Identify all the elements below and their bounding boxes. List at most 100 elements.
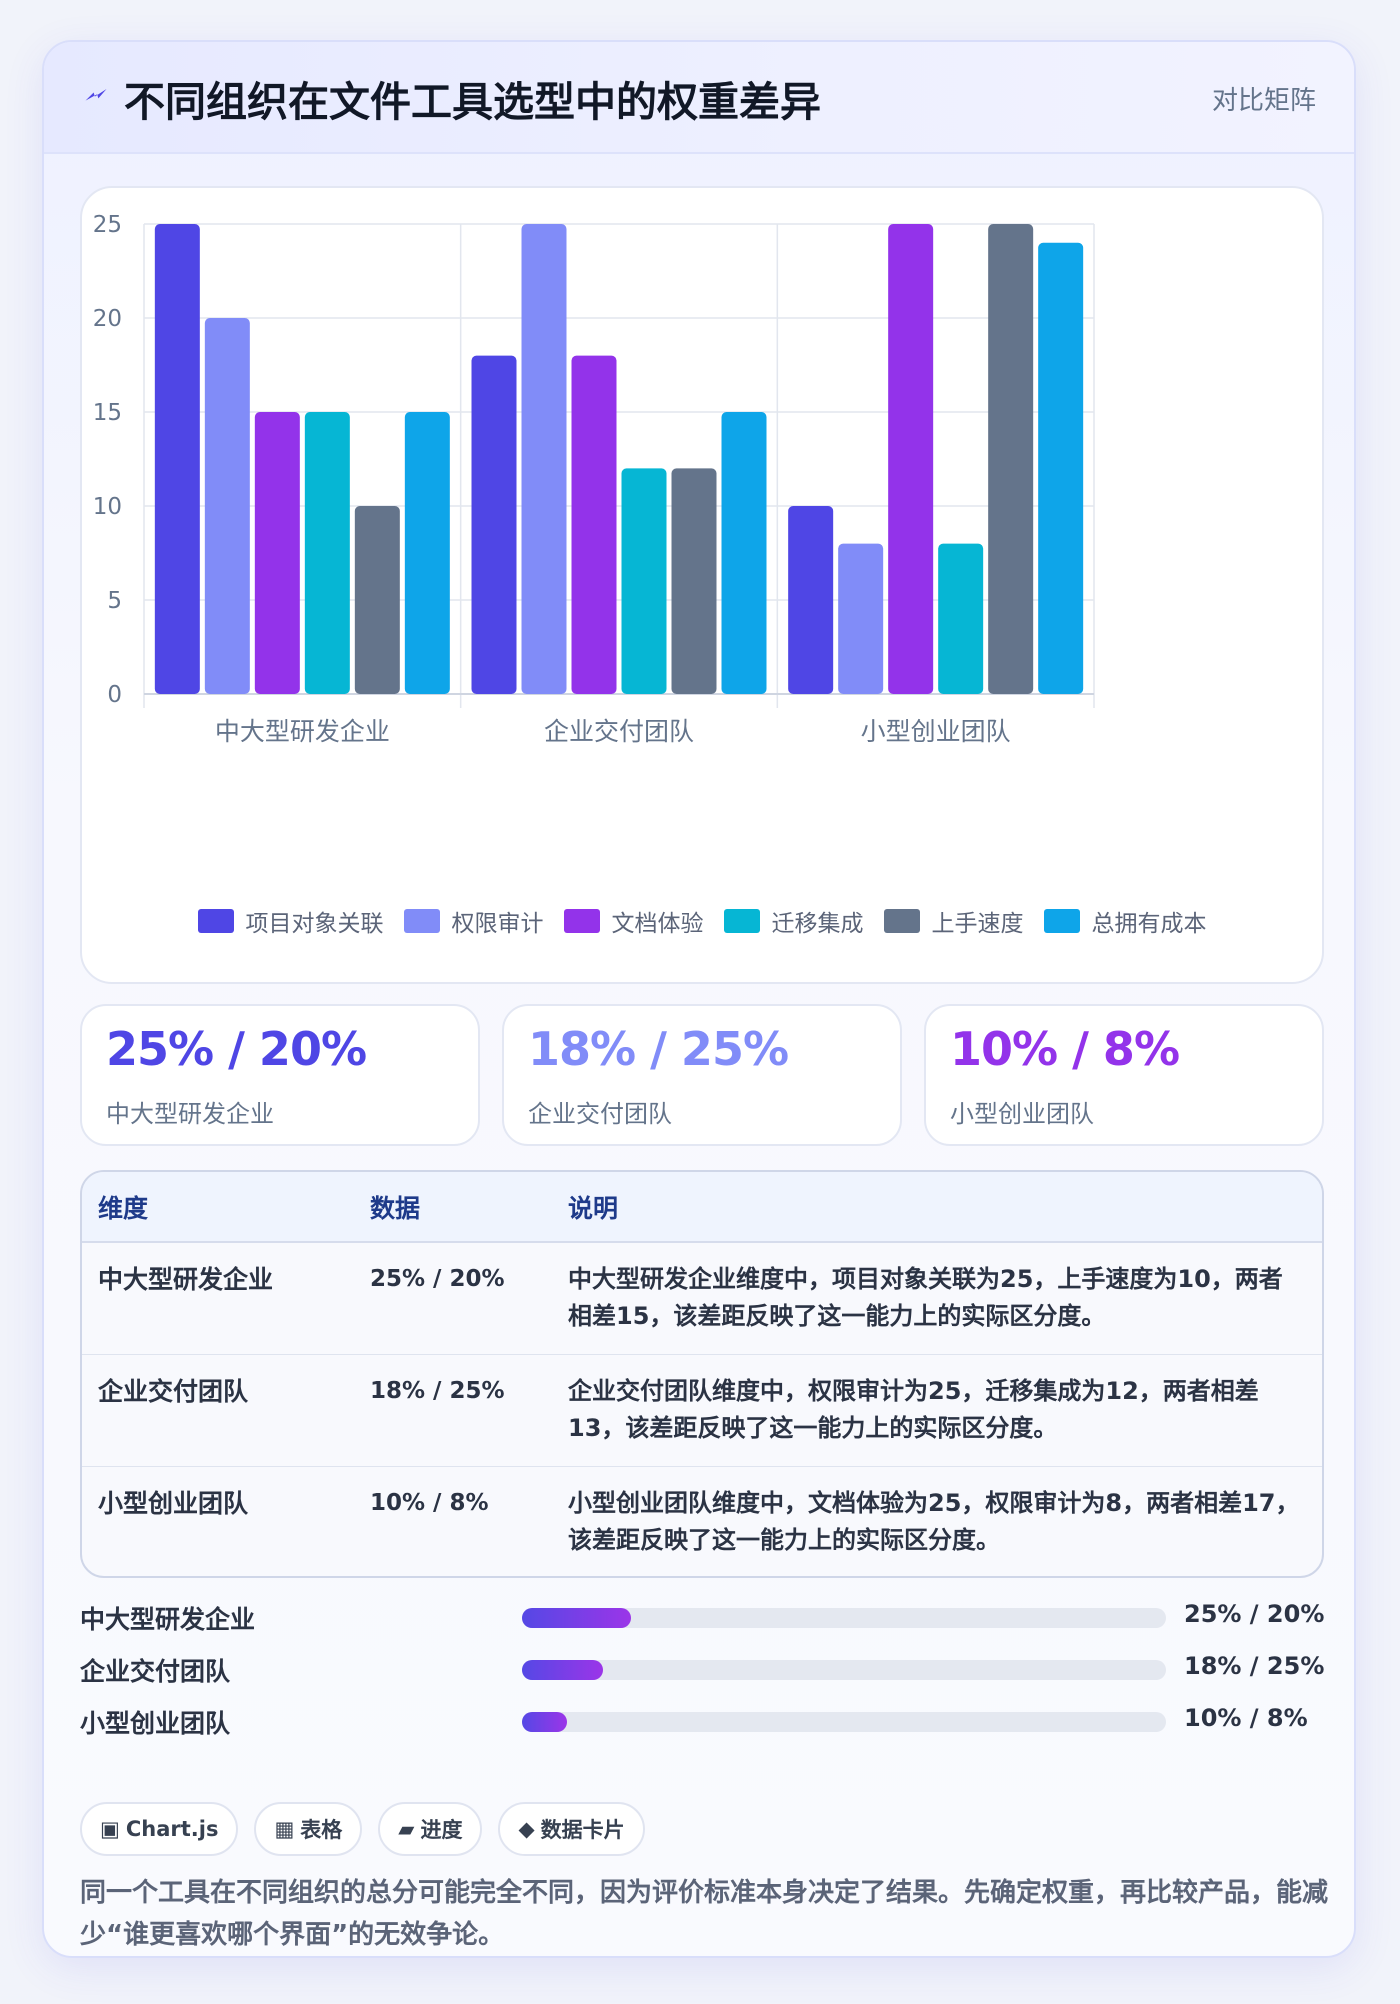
- stat-card-large-rd: 25% / 20% 中大型研发企业: [80, 1004, 480, 1146]
- stat-label: 中大型研发企业: [106, 1100, 274, 1128]
- y-tick-label: 0: [107, 682, 122, 708]
- bar: [888, 224, 934, 694]
- bar: [471, 355, 517, 694]
- bar: [988, 224, 1034, 694]
- bar: [721, 412, 767, 694]
- bar: [354, 506, 400, 694]
- chip-data-card[interactable]: ◆ 数据卡片: [498, 1802, 645, 1856]
- progress-label: 中大型研发企业: [80, 1605, 256, 1634]
- summary-note: 同一个工具在不同组织的总分可能完全不同，因为评价标准本身决定了结果。先确定权重，…: [80, 1878, 1329, 1950]
- diamond-icon: ◆: [518, 1817, 535, 1841]
- progress-row-startup: 小型创业团队 10% / 8%: [80, 1702, 1324, 1742]
- x-tick-label: 小型创业团队: [861, 717, 1011, 746]
- table-row: 企业交付团队 18% / 25% 企业交付团队维度中，权限审计为25，迁移集成为…: [82, 1354, 1322, 1467]
- legend-item[interactable]: 上手速度: [883, 904, 1024, 938]
- header-description: 说明: [552, 1172, 1322, 1243]
- progress-track: [522, 1660, 1166, 1680]
- bar: [1038, 242, 1084, 695]
- legend-swatch: [563, 909, 600, 933]
- legend-label: 总拥有成本: [1091, 911, 1207, 937]
- stat-label: 小型创业团队: [950, 1100, 1094, 1128]
- progress-track: [522, 1608, 1166, 1628]
- bar-chart: 0 5 10 15 20 25 中大型研发企业 企业交付团队 小型创业团队: [93, 212, 1095, 746]
- cell-description: 小型创业团队维度中，文档体验为25，权限审计为8，两者相差17，该差距反映了这一…: [568, 1488, 1300, 1554]
- stat-value: 18% / 25%: [528, 1022, 789, 1076]
- legend-swatch: [403, 909, 440, 933]
- progress-row-large-rd: 中大型研发企业 25% / 20%: [80, 1598, 1324, 1638]
- progress-label: 企业交付团队: [80, 1657, 231, 1686]
- progress-fill: [522, 1660, 603, 1680]
- bar: [254, 412, 300, 694]
- legend-label: 迁移集成: [771, 911, 864, 937]
- chart-legend: 项目对象关联 权限审计 文档体验 迁移集成 上手速度 总拥有成本: [82, 904, 1322, 938]
- legend-item[interactable]: 迁移集成: [723, 904, 864, 938]
- chip-label: 进度: [420, 1818, 463, 1842]
- cell-dimension: 企业交付团队: [82, 1354, 354, 1467]
- bar: [154, 224, 200, 694]
- stat-value: 10% / 8%: [950, 1022, 1180, 1076]
- cell-description: 中大型研发企业维度中，项目对象关联为25，上手速度为10，两者相差15，该差距反…: [552, 1242, 1322, 1355]
- chip-label: 数据卡片: [540, 1818, 625, 1842]
- header-dimension: 维度: [82, 1172, 354, 1243]
- cell-data: 25% / 20%: [354, 1242, 552, 1355]
- page-title: 不同组织在文件工具选型中的权重差异: [124, 78, 821, 126]
- x-tick-label: 中大型研发企业: [215, 717, 390, 746]
- progress-fill: [522, 1608, 632, 1628]
- progress-value: 25% / 20%: [1184, 1600, 1325, 1628]
- legend-label: 上手速度: [931, 911, 1024, 937]
- legend-label: 项目对象关联: [245, 911, 384, 937]
- bar: [938, 543, 984, 694]
- bar: [521, 224, 567, 694]
- bar: [621, 468, 667, 694]
- table-icon: ▦: [274, 1817, 295, 1841]
- header-data: 数据: [354, 1172, 552, 1243]
- progress-label: 小型创业团队: [80, 1709, 231, 1738]
- card-header: 不同组织在文件工具选型中的权重差异 对比矩阵: [44, 42, 1354, 154]
- y-tick-label: 25: [93, 212, 122, 238]
- legend-item[interactable]: 项目对象关联: [197, 904, 384, 938]
- legend-swatch: [1043, 909, 1080, 933]
- legend-swatch: [883, 909, 920, 933]
- main-card: 不同组织在文件工具选型中的权重差异 对比矩阵 0 5 10 15 20 25 中大型研发企业…: [42, 40, 1356, 1958]
- cell-dimension: 中大型研发企业: [82, 1242, 354, 1355]
- chip-chartjs[interactable]: ▣ Chart.js: [80, 1802, 239, 1856]
- progress-track: [522, 1712, 1166, 1732]
- legend-swatch: [197, 909, 234, 933]
- table-header-row: 维度 数据 说明: [82, 1172, 1322, 1243]
- progress-row-delivery: 企业交付团队 18% / 25%: [80, 1650, 1324, 1690]
- bar: [788, 506, 834, 694]
- bolt-icon: [85, 89, 107, 101]
- cell-data: 10% / 8%: [370, 1489, 489, 1516]
- y-tick-label: 20: [93, 306, 122, 332]
- chart-icon: ▣: [100, 1817, 120, 1841]
- legend-item[interactable]: 文档体验: [563, 904, 704, 938]
- stat-card-delivery: 18% / 25% 企业交付团队: [502, 1004, 902, 1146]
- chip-progress[interactable]: ▰ 进度: [378, 1802, 483, 1856]
- chip-label: Chart.js: [125, 1817, 219, 1841]
- bar: [671, 468, 717, 694]
- progress-value: 18% / 25%: [1184, 1652, 1325, 1680]
- progress-icon: ▰: [398, 1817, 415, 1841]
- chart-panel: 0 5 10 15 20 25 中大型研发企业 企业交付团队 小型创业团队 项目对象关联 权限审计…: [80, 186, 1324, 984]
- bar: [571, 355, 617, 694]
- comparison-table: 维度 数据 说明 中大型研发企业 25% / 20% 中大型研发企业维度中，项目…: [80, 1170, 1324, 1578]
- bar: [838, 543, 884, 694]
- cell-description: 企业交付团队维度中，权限审计为25，迁移集成为12，两者相差13，该差距反映了这…: [552, 1354, 1322, 1467]
- stat-card-startup: 10% / 8% 小型创业团队: [924, 1004, 1324, 1146]
- bar: [204, 318, 250, 694]
- y-tick-label: 5: [107, 588, 122, 614]
- x-tick-label: 企业交付团队: [544, 717, 694, 746]
- y-tick-label: 15: [93, 400, 122, 426]
- header-tag: 对比矩阵: [1211, 86, 1316, 116]
- bar: [304, 412, 350, 694]
- stat-value: 25% / 20%: [106, 1022, 367, 1076]
- legend-swatch: [723, 909, 760, 933]
- table-row: 中大型研发企业 25% / 20% 中大型研发企业维度中，项目对象关联为25，上…: [82, 1242, 1322, 1355]
- progress-value: 10% / 8%: [1184, 1704, 1308, 1732]
- legend-item[interactable]: 总拥有成本: [1043, 904, 1207, 938]
- cell-data: 18% / 25%: [354, 1354, 552, 1467]
- feature-chips: ▣ Chart.js ▦ 表格 ▰ 进度 ◆ 数据卡片: [80, 1802, 645, 1856]
- chip-table[interactable]: ▦ 表格: [254, 1802, 363, 1856]
- legend-label: 权限审计: [451, 911, 544, 937]
- legend-item[interactable]: 权限审计: [403, 904, 544, 938]
